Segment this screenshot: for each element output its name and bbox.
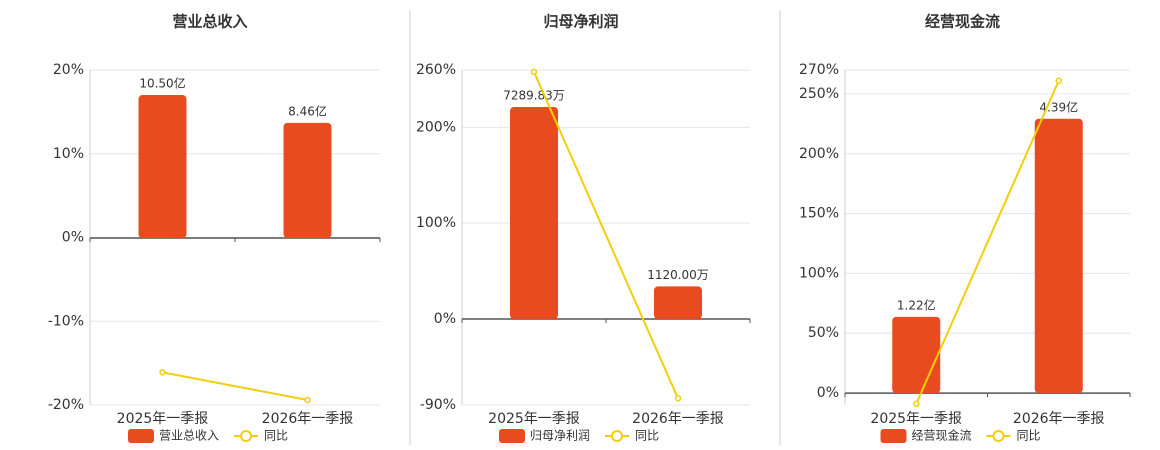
legend-swatch — [499, 429, 525, 443]
value-label: 7289.83万 — [503, 88, 565, 102]
bar — [654, 286, 702, 320]
line — [915, 80, 1060, 405]
y-tick-label: 200% — [799, 146, 839, 162]
x-tick-label: 2026年一季报 — [1013, 411, 1105, 427]
line-point — [530, 68, 538, 76]
legend-label: 归母净利润 — [530, 429, 590, 443]
line-point — [1055, 77, 1062, 85]
legend-swatch — [992, 430, 1005, 442]
bar — [283, 122, 332, 239]
line-point — [304, 396, 311, 404]
y-tick-label: 200% — [416, 119, 456, 135]
bar — [892, 316, 941, 394]
legend-label: 经营现金流 — [912, 428, 972, 443]
y-tick-label: 50% — [808, 325, 839, 341]
x-tick-label: 2026年一季报 — [632, 411, 724, 427]
legend-label: 同比 — [1017, 429, 1041, 443]
line-point — [159, 369, 166, 376]
x-tick-label: 2026年一季报 — [262, 411, 354, 427]
legend-label: 同比 — [635, 429, 659, 443]
y-tick-label: 20% — [53, 62, 84, 78]
y-tick-label: -10% — [48, 313, 84, 329]
legend-swatch — [880, 429, 907, 443]
legend-swatch — [611, 430, 623, 442]
value-label: 1.22亿 — [897, 297, 936, 312]
chart-title: 营业总收入 — [172, 13, 247, 31]
legend-label: 营业总收入 — [159, 429, 219, 443]
y-tick-label: 250% — [799, 86, 839, 102]
bar — [138, 95, 187, 239]
line — [162, 371, 308, 401]
bar — [510, 106, 558, 320]
legend-label: 同比 — [264, 429, 288, 443]
y-tick-label: 0% — [817, 385, 839, 401]
x-tick-label: 2025年一季报 — [870, 411, 962, 427]
chart-title: 经营现金流 — [925, 13, 1000, 31]
value-label: 8.46亿 — [288, 103, 327, 118]
y-tick-label: 100% — [416, 215, 456, 231]
x-tick-label: 2025年一季报 — [488, 411, 580, 427]
y-tick-label: 100% — [799, 265, 839, 281]
y-tick-label: 10% — [53, 146, 84, 162]
value-label: 10.50亿 — [139, 76, 185, 91]
bar — [1034, 118, 1083, 394]
legend-swatch — [128, 429, 154, 443]
chart-title: 归母净利润 — [543, 13, 618, 31]
line-point — [674, 395, 682, 402]
y-tick-label: -90% — [420, 397, 456, 413]
y-tick-label: 150% — [799, 206, 839, 222]
y-tick-label: -20% — [48, 397, 84, 413]
legend-swatch — [240, 430, 252, 442]
y-tick-label: 270% — [799, 62, 839, 78]
x-tick-label: 2025年一季报 — [117, 411, 209, 427]
y-tick-label: 260% — [416, 62, 456, 78]
line-point — [913, 400, 920, 408]
value-label: 1120.00万 — [647, 268, 709, 282]
y-tick-label: 0% — [434, 311, 456, 327]
y-tick-label: 0% — [62, 230, 84, 246]
line — [533, 71, 679, 399]
